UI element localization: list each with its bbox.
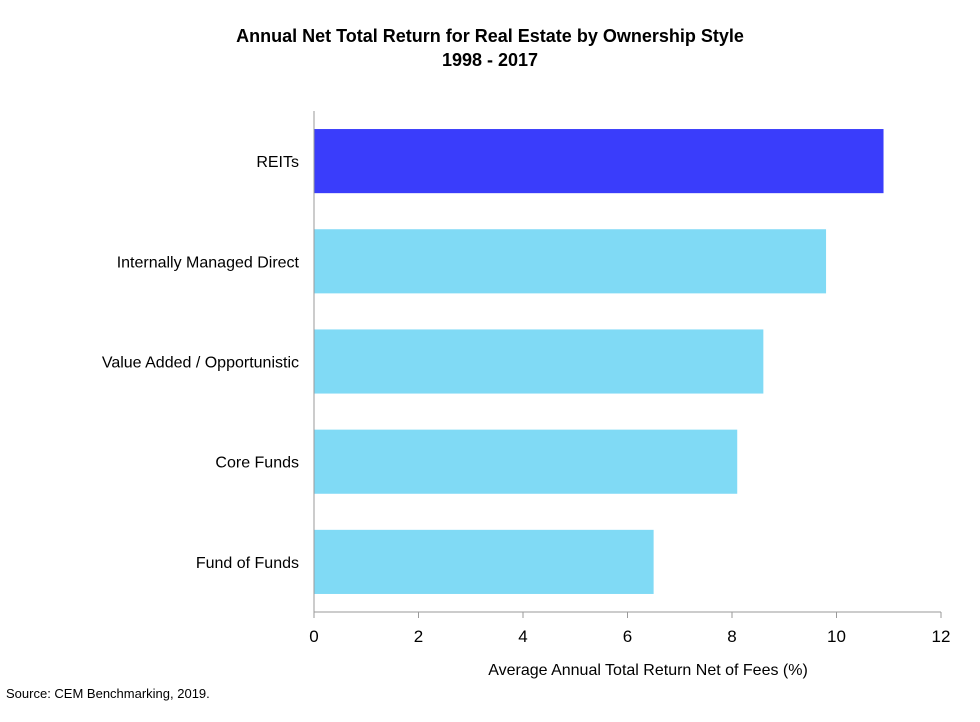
bar-reits — [314, 129, 884, 194]
bar-internally-managed-direct — [314, 229, 827, 294]
x-tick-label: 8 — [727, 627, 736, 646]
x-tick-label: 6 — [623, 627, 632, 646]
category-label: REITs — [256, 154, 299, 171]
category-label: Internally Managed Direct — [117, 254, 300, 271]
x-tick-label: 4 — [518, 627, 527, 646]
chart-subtitle: 1998 - 2017 — [441, 50, 539, 70]
source-note: Source: CEM Benchmarking, 2019. — [6, 686, 210, 701]
bar-core-funds — [314, 429, 738, 494]
x-axis-title: Average Annual Total Return Net of Fees … — [488, 662, 808, 679]
bar-value-added-opportunistic — [314, 329, 764, 394]
x-tick-label: 10 — [827, 627, 846, 646]
x-tick-label: 2 — [414, 627, 423, 646]
category-label: Core Funds — [215, 455, 299, 472]
bar-fund-of-funds — [314, 529, 654, 594]
x-tick-label: 12 — [932, 627, 951, 646]
category-label: Fund of Funds — [196, 555, 299, 572]
x-tick-label: 0 — [309, 627, 318, 646]
category-label: Value Added / Opportunistic — [102, 355, 299, 372]
chart-title: Annual Net Total Return for Real Estate … — [236, 26, 744, 46]
